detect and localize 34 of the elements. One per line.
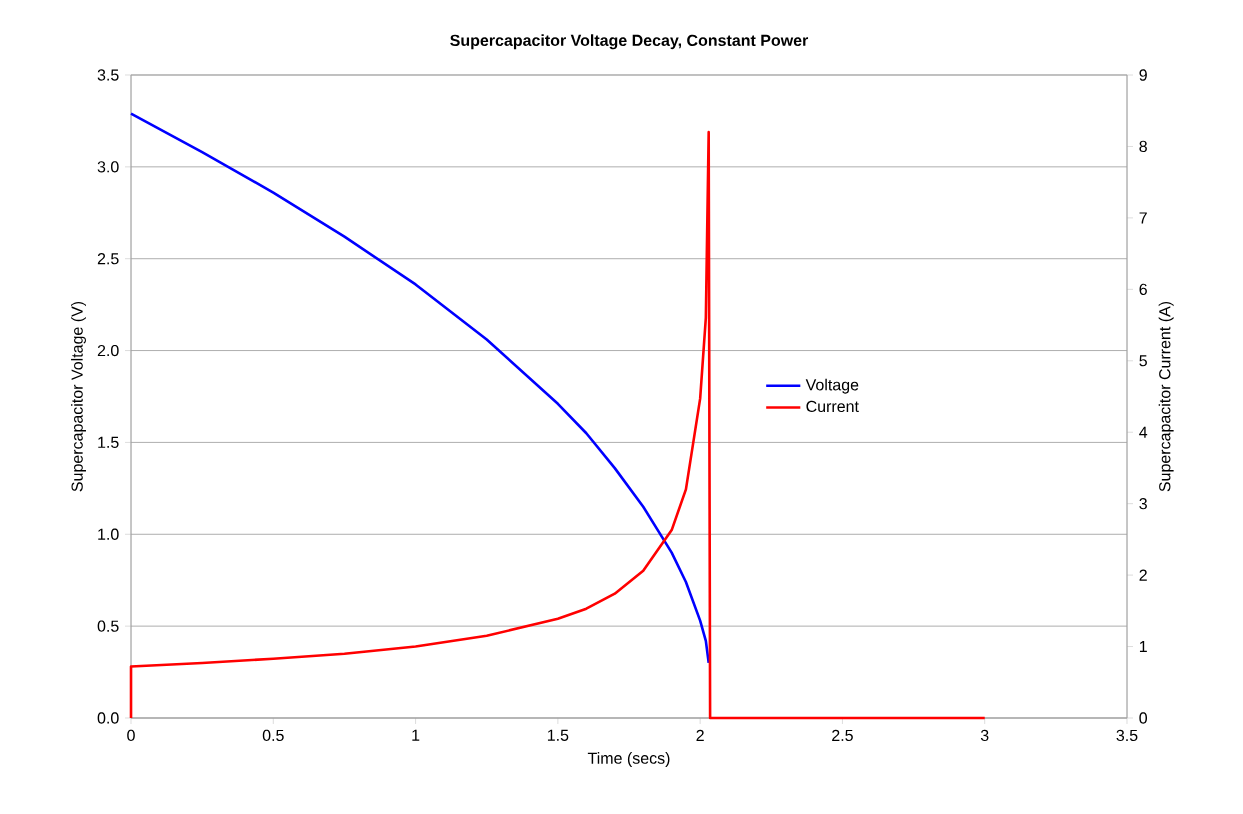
legend-label: Current	[806, 400, 859, 413]
y-tick-label: 2.0	[97, 344, 119, 357]
x-tick-label: 2.5	[832, 729, 853, 742]
x-tick-label: 1.5	[547, 729, 569, 741]
x-tick-label: 2	[696, 729, 704, 741]
y-axis-title: Supercapacitor Voltage (V)	[71, 301, 86, 492]
y2-tick-label: 3	[1139, 498, 1147, 510]
y2-tick-label: 8	[1139, 140, 1147, 153]
legend-label: Voltage	[805, 378, 859, 394]
x-tick-label: 1	[412, 729, 420, 741]
y2-tick-label: 0	[1139, 712, 1148, 724]
line-series	[129, 112, 710, 665]
y-tick-label: 0.5	[97, 620, 119, 632]
y2-tick-label: 7	[1139, 212, 1147, 224]
x-tick-label: 3	[980, 729, 989, 742]
y2-axis-title: Supercapacitor Current (A)	[1158, 301, 1174, 492]
y2-tick-label: 9	[1139, 69, 1147, 81]
y2-tick-label: 6	[1139, 283, 1147, 296]
y-tick-label: 2.5	[97, 253, 119, 265]
y-tick-label: 1.0	[98, 528, 119, 540]
x-tick-label: 3.5	[1116, 729, 1138, 742]
y2-tick-label: 2	[1139, 569, 1147, 581]
x-tick-label: 0	[127, 729, 135, 742]
y2-tick-label: 4	[1139, 426, 1148, 438]
y-tick-label: 1.5	[98, 436, 119, 448]
chart-title: Supercapacitor Voltage Decay, Constant Power	[450, 34, 809, 50]
y2-tick-label: 5	[1139, 355, 1147, 367]
y-tick-label: 0.0	[97, 712, 119, 724]
line-series	[129, 130, 987, 720]
y-tick-label: 3.0	[97, 161, 119, 173]
y-tick-label: 3.5	[97, 69, 119, 81]
y2-tick-label: 1	[1139, 641, 1147, 653]
x-tick-label: 0.5	[262, 729, 284, 742]
x-axis-title: Time (secs)	[587, 752, 670, 768]
